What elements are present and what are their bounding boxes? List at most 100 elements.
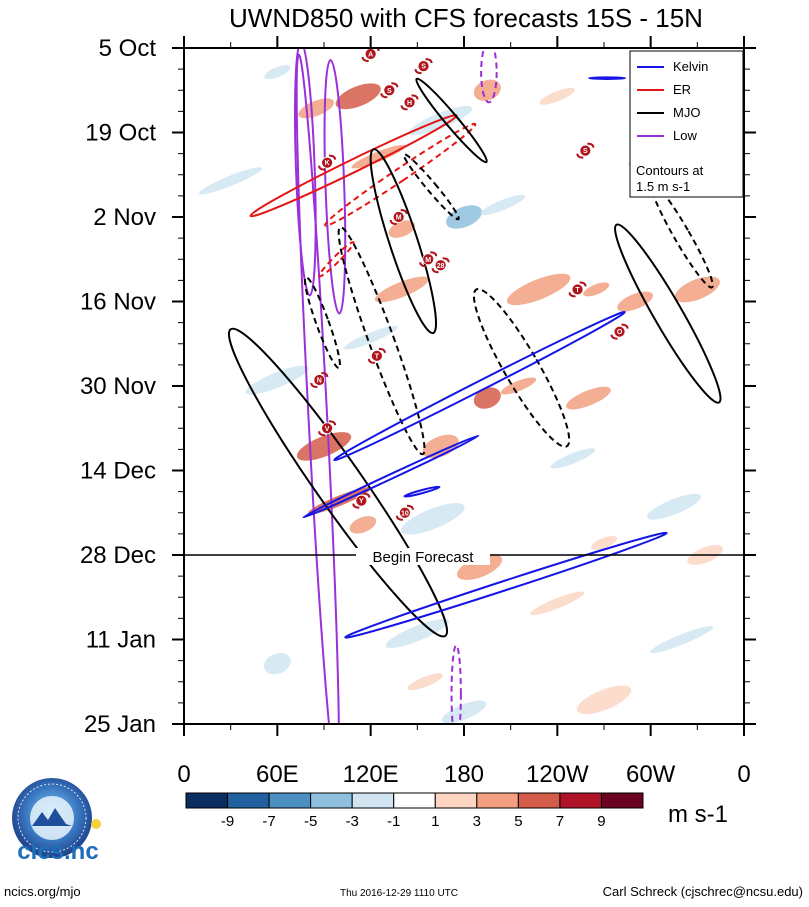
storm-arm-icon — [621, 323, 629, 329]
legend: Kelvin ER MJO Low Contours at 1.5 m s-1 — [629, 50, 744, 198]
mjo-contour — [337, 226, 426, 456]
anomaly-patch — [500, 377, 537, 395]
storm-arm-icon — [568, 292, 576, 298]
footer-left[interactable]: ncics.org/mjo — [4, 884, 81, 899]
storm-label: T — [575, 287, 580, 294]
er-contour — [318, 241, 355, 278]
cyclone-icon — [571, 283, 584, 296]
storm-arm-icon — [425, 58, 433, 64]
anomaly-patch — [264, 65, 291, 80]
cyclone-icon — [403, 96, 416, 109]
storm-label: H — [407, 100, 412, 107]
anomaly-patch — [650, 625, 714, 654]
storm-label: 28 — [437, 263, 445, 270]
y-tick-label: 25 Jan — [84, 711, 156, 738]
storm-arm-icon — [367, 358, 375, 364]
storm-label: Y — [359, 498, 364, 505]
storm-arm-icon — [378, 347, 386, 353]
storm-marker: V — [318, 420, 337, 437]
legend-note-line1: Contours at — [636, 163, 704, 178]
colorbar-swatch — [310, 792, 353, 809]
x-tick-label: 0 — [177, 761, 190, 788]
x-tick-label: 60E — [256, 761, 299, 788]
storm-arm-icon — [587, 142, 595, 148]
storm-label: T — [375, 353, 380, 360]
colorbar-label: 9 — [597, 813, 605, 830]
kelvin-contour — [333, 310, 626, 462]
storm-markers: A S S H S K M M 28 T O T N V Y 10 — [310, 48, 629, 521]
colorbar-label: -7 — [262, 813, 275, 830]
storm-arm-icon — [411, 94, 419, 100]
storm-arm-icon — [310, 382, 318, 388]
legend-label: Low — [673, 128, 697, 143]
storm-arm-icon — [352, 503, 360, 509]
colorbar-label: -9 — [221, 813, 234, 830]
legend-entry: Kelvin — [637, 59, 708, 74]
anomaly-patch — [407, 673, 443, 691]
anomaly-patch — [530, 591, 585, 616]
storm-arm-icon — [318, 431, 326, 437]
footer-center: Thu 2016-12-29 1110 UTC — [340, 888, 458, 899]
anomaly-patch — [539, 87, 576, 105]
colorbar-label: 5 — [514, 813, 522, 830]
storm-label: S — [387, 88, 392, 95]
low-contour — [323, 59, 347, 315]
anomaly-patch — [473, 387, 501, 409]
low-contour — [295, 53, 340, 724]
storm-label: M — [425, 257, 431, 264]
anomaly-patch — [199, 167, 263, 195]
colorbar-units: m s-1 — [668, 801, 728, 828]
colorbar-swatch — [351, 792, 395, 809]
storm-arm-icon — [430, 251, 438, 257]
cyclone-icon — [313, 374, 326, 386]
y-tick-label: 28 Dec — [80, 542, 156, 569]
anomaly-patch — [617, 291, 653, 312]
y-axis: 5 Oct 19 Oct 2 Nov 16 Nov 30 Nov 14 Dec 28 Dec… — [80, 35, 756, 738]
kelvin-contour — [302, 434, 480, 519]
x-tick-label: 120E — [343, 761, 399, 788]
anomaly-patch — [351, 144, 406, 169]
storm-marker: 28 — [431, 257, 450, 274]
mjo-contour — [369, 148, 438, 335]
colorbar-label: 7 — [556, 813, 564, 830]
storm-arm-icon — [431, 268, 439, 274]
cyclone-icon — [422, 253, 435, 266]
colorbar-swatch — [559, 792, 602, 809]
x-tick-label: 60W — [626, 761, 676, 788]
low-contour — [450, 644, 462, 724]
colorbar-swatch — [517, 792, 561, 809]
storm-marker: Y — [352, 492, 371, 509]
anomaly-patch — [456, 554, 503, 580]
kelvin-contour — [403, 485, 441, 498]
storm-marker: S — [380, 82, 399, 99]
storm-arm-icon — [329, 420, 337, 426]
anomaly-patch — [245, 365, 309, 395]
storm-marker: T — [568, 281, 587, 298]
cics-logo: cics.nc — [12, 778, 101, 865]
cyclone-icon — [392, 211, 405, 223]
anomaly-patch — [385, 618, 449, 648]
cyclone-icon — [355, 494, 368, 507]
cyclone-icon — [370, 349, 383, 362]
colorbar-swatch — [600, 792, 644, 809]
colorbar-swatch — [476, 792, 519, 809]
storm-arm-icon — [400, 209, 408, 215]
legend-label: MJO — [673, 105, 700, 120]
y-tick-label: 14 Dec — [80, 458, 156, 485]
x-tick-label: 180 — [444, 761, 484, 788]
storm-marker: T — [367, 347, 386, 364]
storm-arm-icon — [380, 93, 388, 99]
storm-arm-icon — [318, 165, 326, 171]
kelvin-contour — [588, 76, 627, 80]
logo-sun-icon — [91, 819, 101, 829]
colorbar-label: -3 — [346, 813, 359, 830]
y-tick-label: 11 Jan — [86, 627, 156, 654]
colorbar-swatch — [227, 792, 270, 809]
cyclone-icon — [398, 506, 411, 519]
colorbar-swatch — [268, 792, 312, 809]
legend-note-line2: 1.5 m s-1 — [636, 179, 690, 194]
storm-marker: M — [419, 251, 438, 268]
anomaly-patch — [590, 535, 618, 550]
storm-label: O — [617, 329, 623, 336]
